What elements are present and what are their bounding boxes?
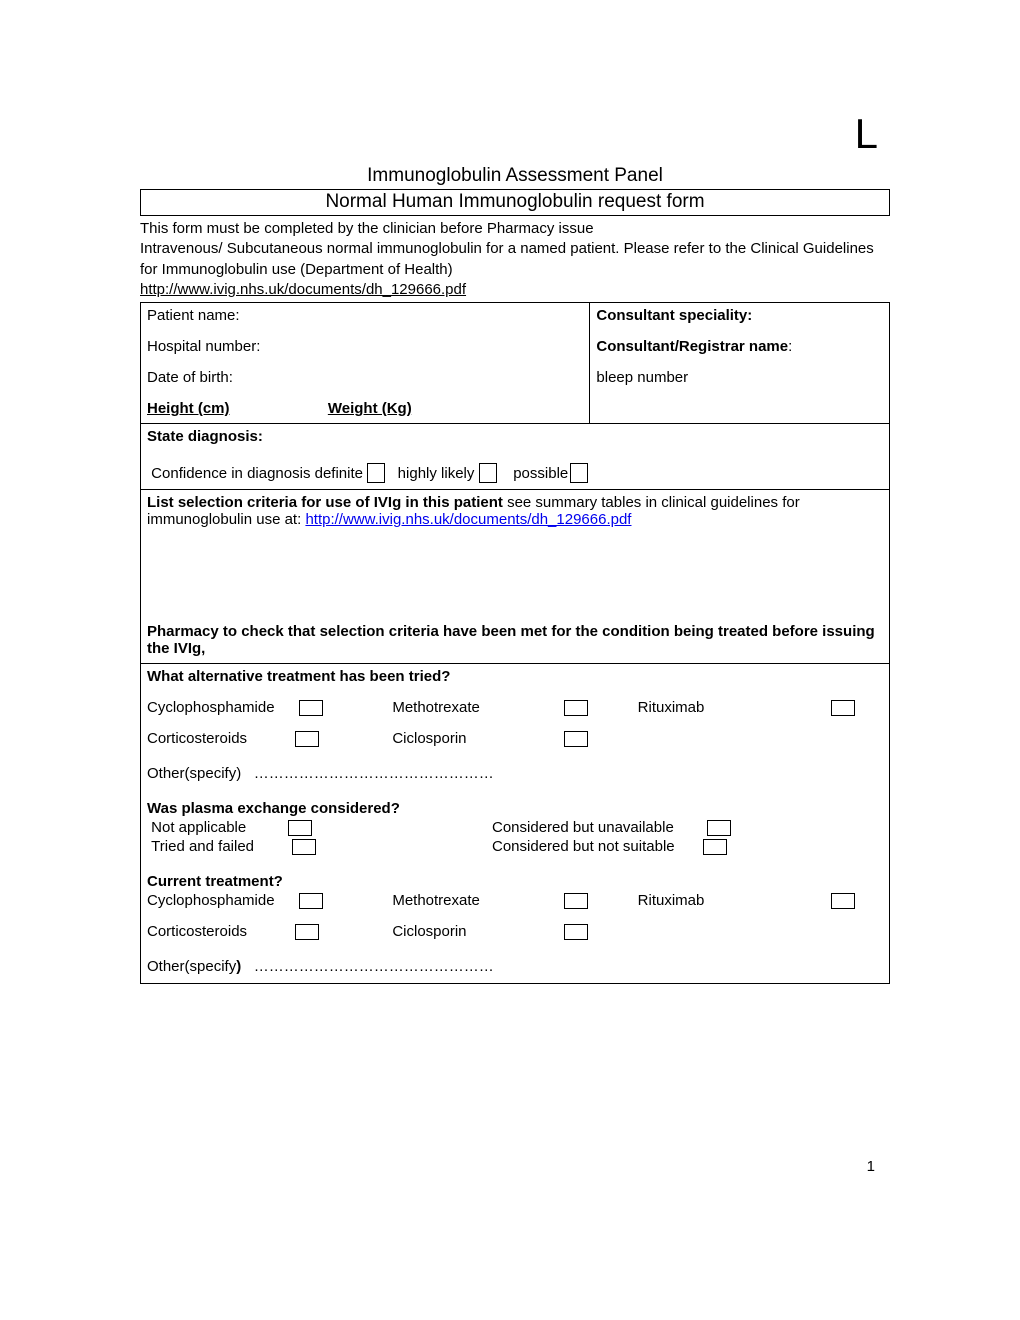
criteria-cell: List selection criteria for use of IVIg … <box>141 490 890 664</box>
consultant-cell: Consultant speciality: Consultant/Regist… <box>590 303 890 424</box>
alt-corticosteroids-label: Corticosteroids <box>147 730 247 747</box>
bleep-label: bleep number <box>596 369 883 386</box>
plasma-tried-label: Tried and failed <box>151 838 254 855</box>
plasma-notsuitable-checkbox[interactable] <box>703 839 727 855</box>
cur-corticosteroids-checkbox[interactable] <box>295 924 319 940</box>
form-table: Patient name: Hospital number: Date of b… <box>140 302 890 984</box>
pharmacy-note: Pharmacy to check that selection criteri… <box>147 623 883 657</box>
cur-ciclosporin-label: Ciclosporin <box>392 923 466 940</box>
height-label: Height (cm) <box>147 400 230 417</box>
alt-corticosteroids-checkbox[interactable] <box>295 731 319 747</box>
consultant-name-row: Consultant/Registrar name: <box>596 338 883 355</box>
alt-methotrexate-label: Methotrexate <box>392 699 480 716</box>
intro-url: http://www.ivig.nhs.uk/documents/dh_1296… <box>140 281 466 298</box>
alt-other-label: Other(specify) <box>147 765 241 782</box>
plasma-unavail-checkbox[interactable] <box>707 820 731 836</box>
alt-other-row: Other(specify) ………………………………………… <box>147 765 883 782</box>
consultant-speciality-label: Consultant speciality: <box>596 307 883 324</box>
current-other-row: Other(specify) ………………………………………… <box>147 958 883 975</box>
plasma-unavail-label: Considered but unavailable <box>492 819 674 836</box>
alt-ciclosporin-checkbox[interactable] <box>564 731 588 747</box>
cur-rituximab-checkbox[interactable] <box>831 893 855 909</box>
intro-line2: Intravenous/ Subcutaneous normal immunog… <box>140 240 874 277</box>
alt-row2: Corticosteroids Ciclosporin <box>147 730 883 747</box>
criteria-text: List selection criteria for use of IVIg … <box>147 494 883 528</box>
alt-other-dots[interactable]: ………………………………………… <box>254 765 494 782</box>
consultant-name-label: Consultant/Registrar name <box>596 338 788 355</box>
alt-rituximab-checkbox[interactable] <box>831 700 855 716</box>
plasma-row2: Tried and failed Considered but not suit… <box>147 838 883 855</box>
diagnosis-cell: State diagnosis: Confidence in diagnosis… <box>141 424 890 490</box>
criteria-url[interactable]: http://www.ivig.nhs.uk/documents/dh_1296… <box>305 511 631 528</box>
alt-cyclophosphamide-label: Cyclophosphamide <box>147 699 275 716</box>
alt-methotrexate-checkbox[interactable] <box>564 700 588 716</box>
plasma-tried-checkbox[interactable] <box>292 839 316 855</box>
page-number: 1 <box>867 1158 875 1175</box>
possible-checkbox[interactable] <box>570 463 588 483</box>
cur-other-dots[interactable]: ………………………………………… <box>254 958 494 975</box>
patient-name-label: Patient name: <box>147 307 583 324</box>
cur-methotrexate-label: Methotrexate <box>392 892 480 909</box>
possible-label: possible <box>513 465 568 482</box>
patient-cell: Patient name: Hospital number: Date of b… <box>141 303 590 424</box>
plasma-notsuitable-label: Considered but not suitable <box>492 838 675 855</box>
cur-cyclophosphamide-checkbox[interactable] <box>299 893 323 909</box>
confidence-row: Confidence in diagnosis definite highly … <box>147 463 883 483</box>
corner-letter: L <box>855 110 878 158</box>
intro-text: This form must be completed by the clini… <box>140 219 890 300</box>
alt-ciclosporin-label: Ciclosporin <box>392 730 466 747</box>
state-diagnosis-label: State diagnosis: <box>147 428 883 445</box>
weight-label: Weight (Kg) <box>328 400 412 417</box>
alt-cyclophosphamide-checkbox[interactable] <box>299 700 323 716</box>
page: L Immunoglobulin Assessment Panel Normal… <box>0 0 1020 1320</box>
cur-methotrexate-checkbox[interactable] <box>564 893 588 909</box>
panel-title: Immunoglobulin Assessment Panel <box>140 165 890 187</box>
current-heading: Current treatment? <box>147 873 883 890</box>
intro-line1: This form must be completed by the clini… <box>140 220 594 237</box>
current-row2: Corticosteroids Ciclosporin <box>147 923 883 940</box>
plasma-heading: Was plasma exchange considered? <box>147 800 883 817</box>
confidence-definite-label: Confidence in diagnosis definite <box>151 465 363 482</box>
hospital-number-label: Hospital number: <box>147 338 583 355</box>
dob-label: Date of birth: <box>147 369 583 386</box>
treatments-cell: What alternative treatment has been trie… <box>141 664 890 984</box>
cur-rituximab-label: Rituximab <box>638 892 705 909</box>
cur-other-label: Other(specify <box>147 958 236 975</box>
cur-ciclosporin-checkbox[interactable] <box>564 924 588 940</box>
height-weight-row: Height (cm) Weight (Kg) <box>147 400 583 417</box>
plasma-row1: Not applicable Considered but unavailabl… <box>147 819 883 836</box>
highly-likely-checkbox[interactable] <box>479 463 497 483</box>
current-row1: Cyclophosphamide Methotrexate Rituximab <box>147 892 883 909</box>
highly-likely-label: highly likely <box>398 465 475 482</box>
criteria-bold: List selection criteria for use of IVIg … <box>147 494 503 511</box>
plasma-na-checkbox[interactable] <box>288 820 312 836</box>
cur-cyclophosphamide-label: Cyclophosphamide <box>147 892 275 909</box>
definite-checkbox[interactable] <box>367 463 385 483</box>
cur-other-paren: ) <box>236 958 241 975</box>
alt-rituximab-label: Rituximab <box>638 699 705 716</box>
alt-row1: Cyclophosphamide Methotrexate Rituximab <box>147 699 883 716</box>
form-title-box: Normal Human Immunoglobulin request form <box>140 189 890 216</box>
consultant-name-colon: : <box>788 338 792 355</box>
plasma-na-label: Not applicable <box>151 819 246 836</box>
alt-treatment-heading: What alternative treatment has been trie… <box>147 668 883 685</box>
cur-corticosteroids-label: Corticosteroids <box>147 923 247 940</box>
